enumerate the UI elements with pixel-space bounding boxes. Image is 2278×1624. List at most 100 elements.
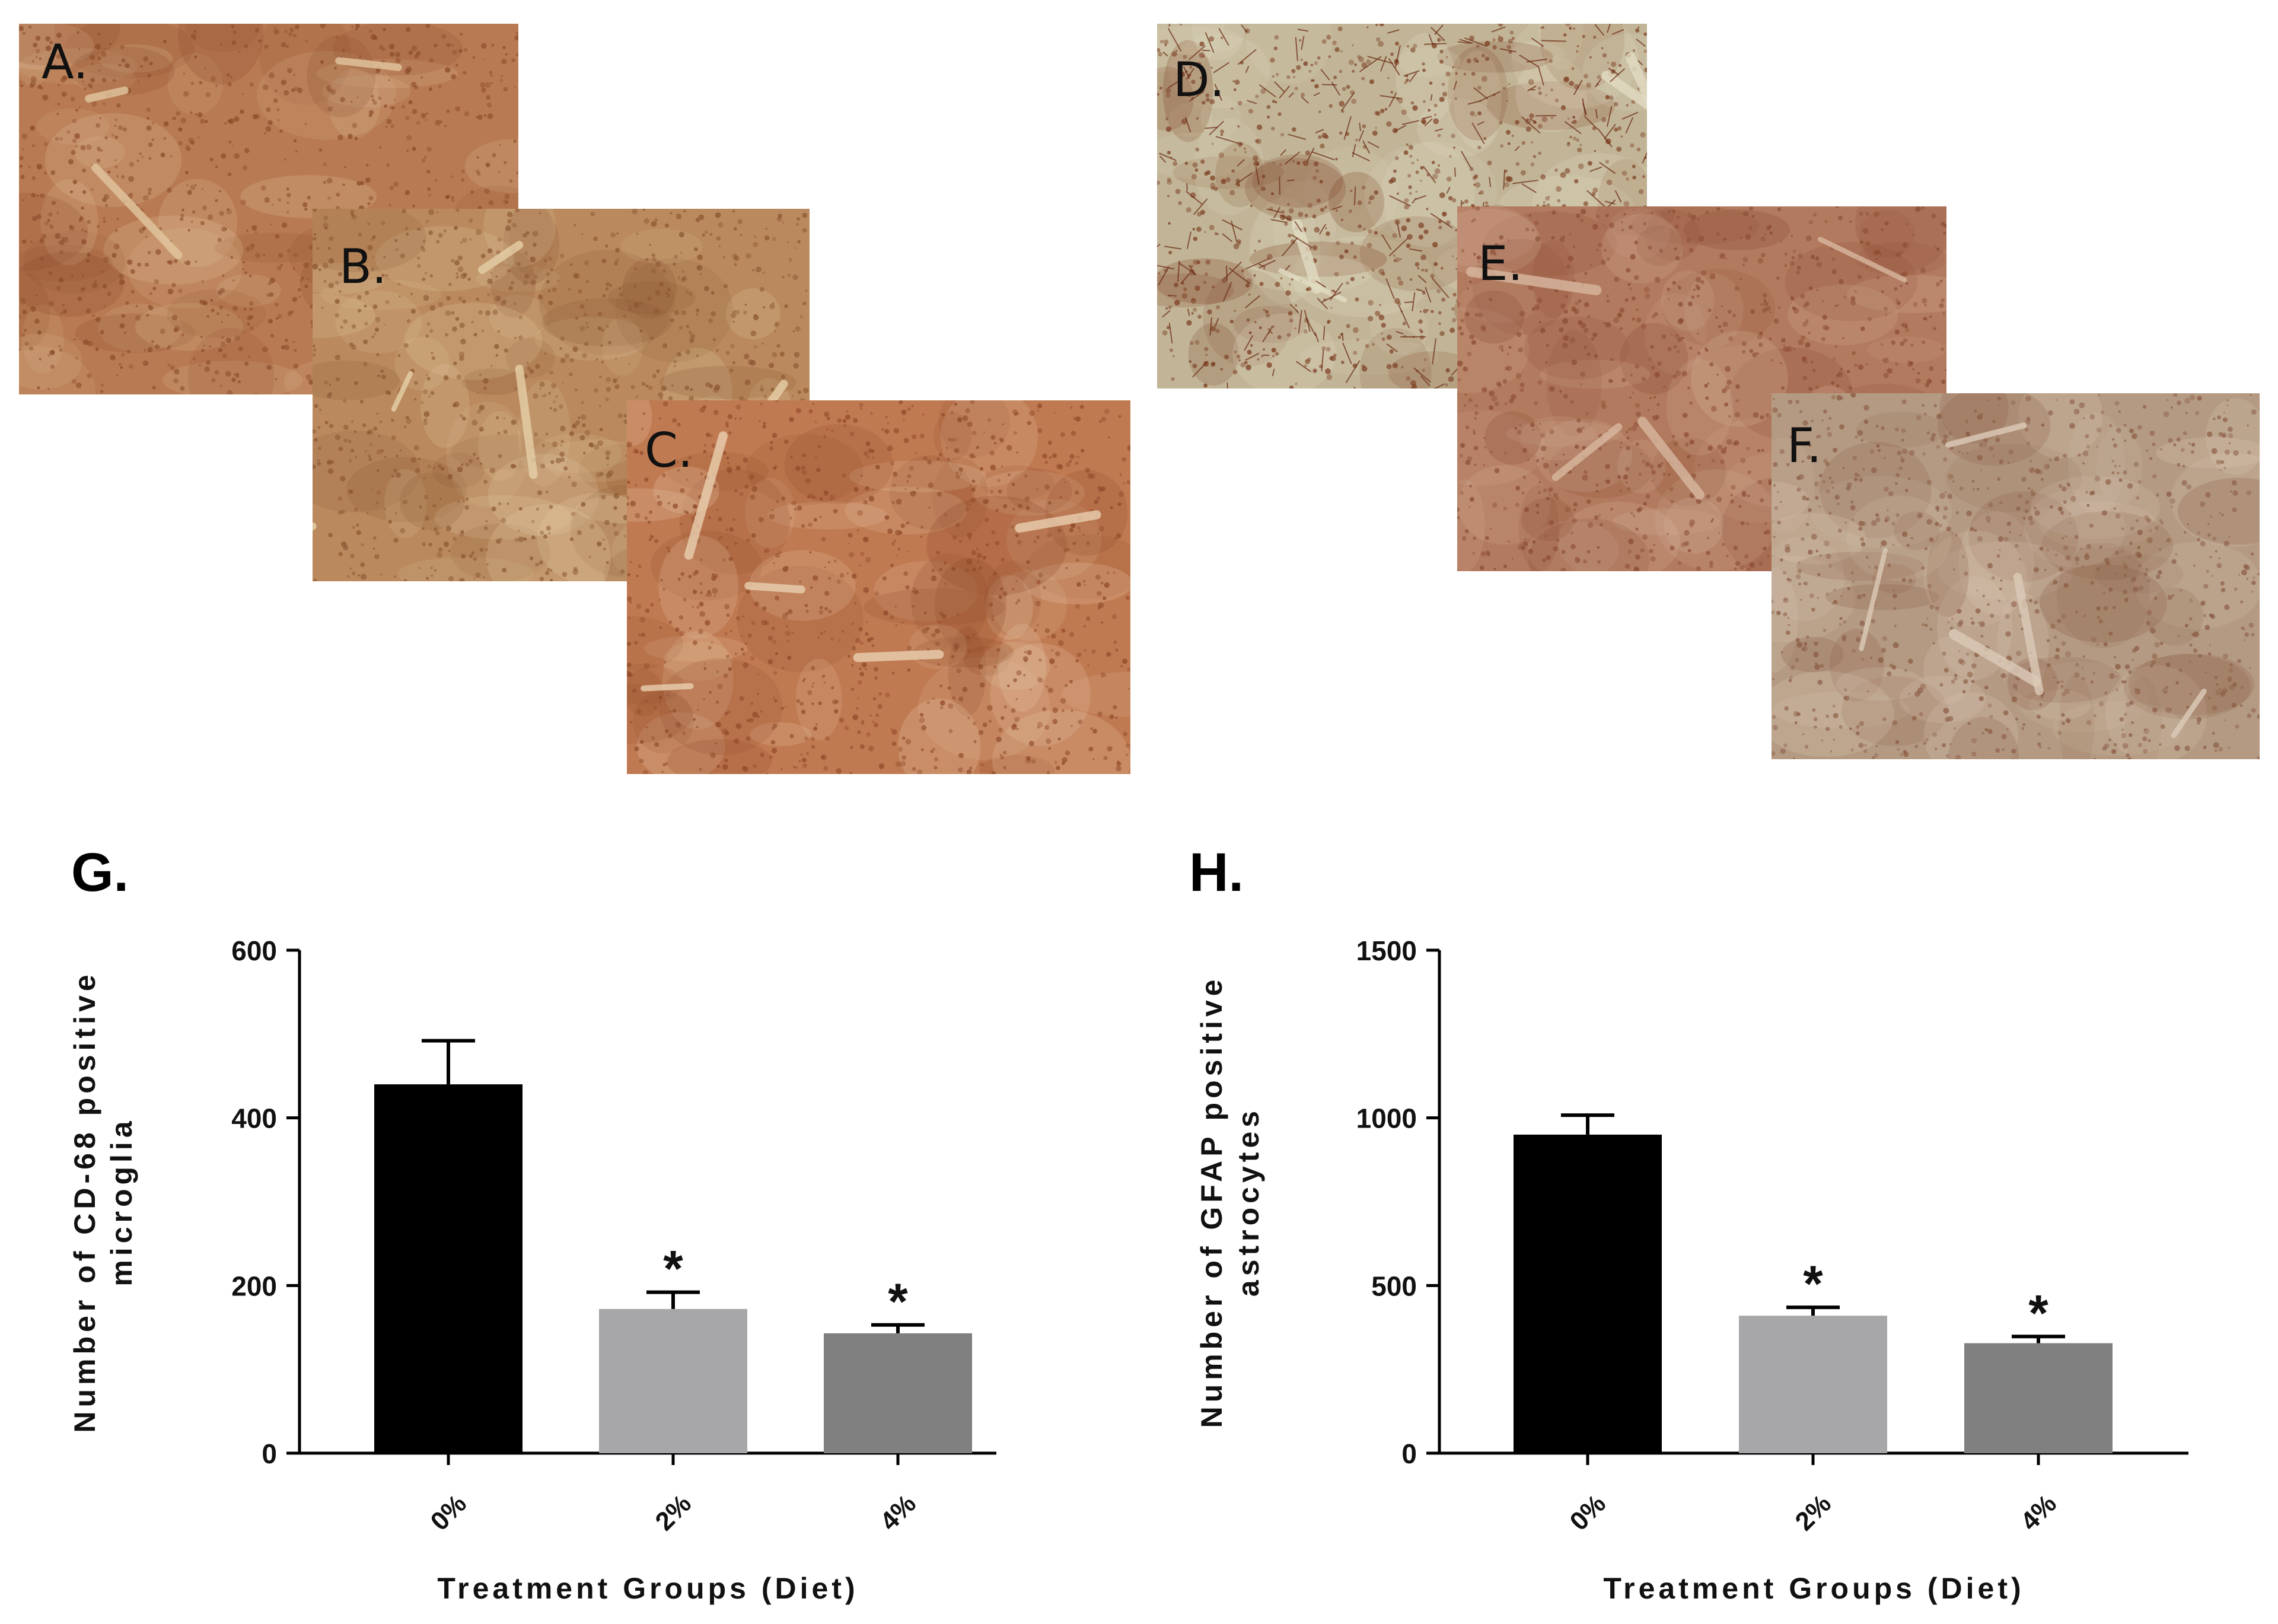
cell-nucleus xyxy=(114,165,118,168)
cell-nucleus xyxy=(1305,288,1309,291)
cell-nucleus xyxy=(220,43,222,46)
cell-nucleus xyxy=(591,444,594,447)
cell-nucleus xyxy=(342,183,345,186)
cell-nucleus xyxy=(114,159,117,161)
cell-nucleus xyxy=(895,761,901,767)
cell-nucleus xyxy=(574,388,578,391)
cell-nucleus xyxy=(633,285,637,288)
cell-nucleus xyxy=(1433,103,1438,108)
cell-nucleus xyxy=(1386,364,1392,370)
cell-nucleus xyxy=(922,628,928,634)
cell-nucleus xyxy=(650,336,654,340)
cell-nucleus xyxy=(216,311,220,316)
cell-nucleus xyxy=(423,411,430,418)
astrocyte-process xyxy=(1245,295,1261,308)
cell-nucleus xyxy=(1078,527,1081,530)
cell-nucleus xyxy=(462,300,466,304)
cell-nucleus xyxy=(1061,762,1065,765)
cell-nucleus xyxy=(330,89,336,95)
cell-nucleus xyxy=(492,152,496,158)
cell-nucleus xyxy=(776,500,779,504)
cell-nucleus xyxy=(91,62,94,65)
cell-nucleus xyxy=(1652,415,1658,421)
cell-nucleus xyxy=(1024,496,1030,502)
cell-nucleus xyxy=(647,520,651,524)
cell-nucleus xyxy=(1173,282,1178,288)
tissue-blotch xyxy=(1483,211,1617,276)
cell-nucleus xyxy=(1433,262,1438,266)
cell-nucleus xyxy=(1286,333,1291,337)
cell-nucleus xyxy=(725,528,728,531)
cell-nucleus xyxy=(1758,561,1763,566)
cell-nucleus xyxy=(1002,750,1007,755)
cell-nucleus xyxy=(1492,44,1497,50)
astrocyte-process xyxy=(1636,39,1646,47)
cell-nucleus xyxy=(798,580,802,584)
cell-nucleus xyxy=(734,489,738,492)
cell-nucleus xyxy=(636,709,642,714)
cell-nucleus xyxy=(514,34,518,41)
cell-nucleus xyxy=(1913,302,1918,307)
cell-nucleus xyxy=(465,463,469,467)
cell-nucleus xyxy=(438,84,442,89)
cell-nucleus xyxy=(1567,255,1574,262)
cell-nucleus xyxy=(1192,228,1196,231)
cell-nucleus xyxy=(967,421,973,427)
cell-nucleus xyxy=(1570,544,1576,550)
cell-nucleus xyxy=(1036,535,1040,540)
cell-nucleus xyxy=(518,335,523,340)
cell-nucleus xyxy=(820,606,823,610)
cell-nucleus xyxy=(1326,374,1333,380)
cell-nucleus xyxy=(1711,518,1714,521)
cell-nucleus xyxy=(1023,674,1026,677)
cell-nucleus xyxy=(1165,126,1172,132)
cell-nucleus xyxy=(1350,241,1354,246)
cell-nucleus xyxy=(297,87,303,93)
astrocyte-process xyxy=(1424,43,1447,45)
cell-nucleus xyxy=(901,755,907,760)
cell-nucleus xyxy=(195,113,197,116)
cell-nucleus xyxy=(629,721,633,724)
cell-nucleus xyxy=(1123,731,1128,737)
cell-nucleus xyxy=(957,417,963,422)
cell-nucleus xyxy=(1275,352,1279,356)
cell-nucleus xyxy=(775,553,780,558)
cell-nucleus xyxy=(1801,335,1806,340)
cell-nucleus xyxy=(39,57,42,60)
cell-nucleus xyxy=(187,147,192,151)
cell-nucleus xyxy=(404,68,410,75)
cell-nucleus xyxy=(292,268,295,270)
cell-nucleus xyxy=(1529,113,1534,119)
cell-nucleus xyxy=(247,322,250,326)
cell-nucleus xyxy=(471,321,474,324)
cell-nucleus xyxy=(1338,336,1342,339)
cell-nucleus xyxy=(485,82,491,88)
cell-nucleus xyxy=(712,588,718,594)
cell-nucleus xyxy=(378,96,382,100)
cell-nucleus xyxy=(1471,340,1477,345)
cell-nucleus xyxy=(681,270,685,273)
cell-nucleus xyxy=(225,337,232,343)
cell-nucleus xyxy=(922,413,925,416)
cell-nucleus xyxy=(433,527,438,532)
tissue-blotch xyxy=(541,298,673,346)
cell-nucleus xyxy=(1083,625,1086,628)
tissue-blotch xyxy=(162,361,303,394)
cell-nucleus xyxy=(1474,182,1481,188)
cell-nucleus xyxy=(475,169,480,174)
cell-nucleus xyxy=(671,418,677,423)
cell-nucleus xyxy=(373,36,378,40)
cell-nucleus xyxy=(185,146,190,151)
cell-nucleus xyxy=(1643,32,1647,36)
cell-nucleus xyxy=(1792,306,1796,311)
cell-nucleus xyxy=(351,345,356,350)
cell-nucleus xyxy=(1204,347,1209,352)
cell-nucleus xyxy=(28,25,32,29)
tissue-blotch xyxy=(607,281,696,315)
cell-nucleus xyxy=(1570,400,1574,404)
cell-nucleus xyxy=(19,155,24,160)
cell-nucleus xyxy=(1369,79,1375,84)
cell-nucleus xyxy=(829,495,836,501)
cell-nucleus xyxy=(657,501,662,506)
cell-nucleus xyxy=(1657,361,1662,366)
